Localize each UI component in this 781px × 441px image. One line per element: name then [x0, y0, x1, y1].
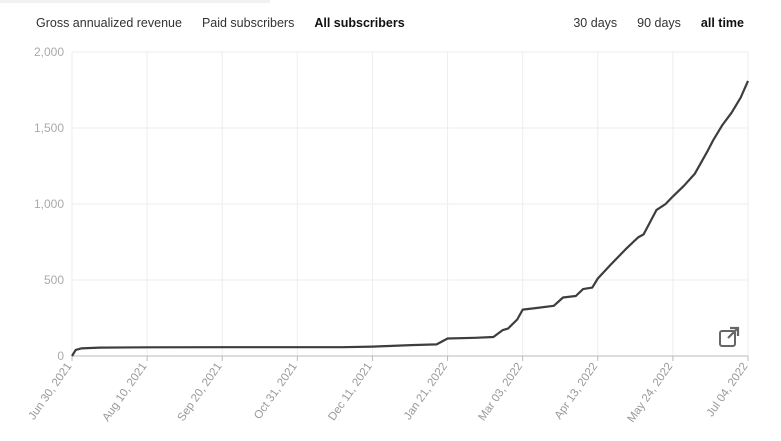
x-tick-label: May 24, 2022 — [626, 361, 676, 425]
top-divider — [0, 0, 270, 3]
x-tick-label: Jan 21, 2022 — [402, 361, 450, 422]
series-line-all-subscribers[interactable] — [71, 80, 750, 357]
x-tick-label: Jun 30, 2021 — [26, 361, 74, 422]
range-30-days[interactable]: 30 days — [573, 16, 618, 30]
tab-all-subscribers[interactable]: All subscribers — [314, 16, 405, 30]
x-tick-label: Jul 04, 2022 — [705, 361, 751, 419]
metric-tabs: Gross annualized revenue Paid subscriber… — [36, 16, 405, 30]
x-tick-label: Sep 20, 2021 — [176, 361, 225, 424]
external-link-icon[interactable] — [718, 326, 740, 348]
tab-paid-subscribers[interactable]: Paid subscribers — [201, 16, 295, 30]
y-axis: 0 500 1,000 1,500 2,000 — [34, 45, 64, 363]
y-tick-label: 500 — [44, 273, 64, 287]
x-tick-label: Mar 03, 2022 — [476, 361, 525, 423]
y-tick-label: 0 — [57, 349, 64, 363]
y-tick-label: 1,500 — [34, 121, 64, 135]
range-90-days[interactable]: 90 days — [637, 16, 681, 30]
y-tick-label: 1,000 — [34, 197, 64, 211]
x-tick-label: Dec 11, 2021 — [326, 361, 375, 423]
chart-grid — [71, 51, 749, 356]
x-tick-label: Apr 13, 2022 — [553, 361, 601, 422]
x-tick-label: Aug 10, 2021 — [100, 361, 149, 424]
tab-gross-annualized-revenue[interactable]: Gross annualized revenue — [36, 16, 182, 30]
range-tabs: 30 days 90 days all time — [573, 16, 744, 30]
x-axis: Jun 30, 2021 Aug 10, 2021 Sep 20, 2021 Oct … — [26, 356, 750, 425]
x-tick-label: Oct 31, 2021 — [252, 361, 300, 422]
range-all-time[interactable]: all time — [700, 16, 744, 30]
y-tick-label: 2,000 — [34, 45, 64, 59]
